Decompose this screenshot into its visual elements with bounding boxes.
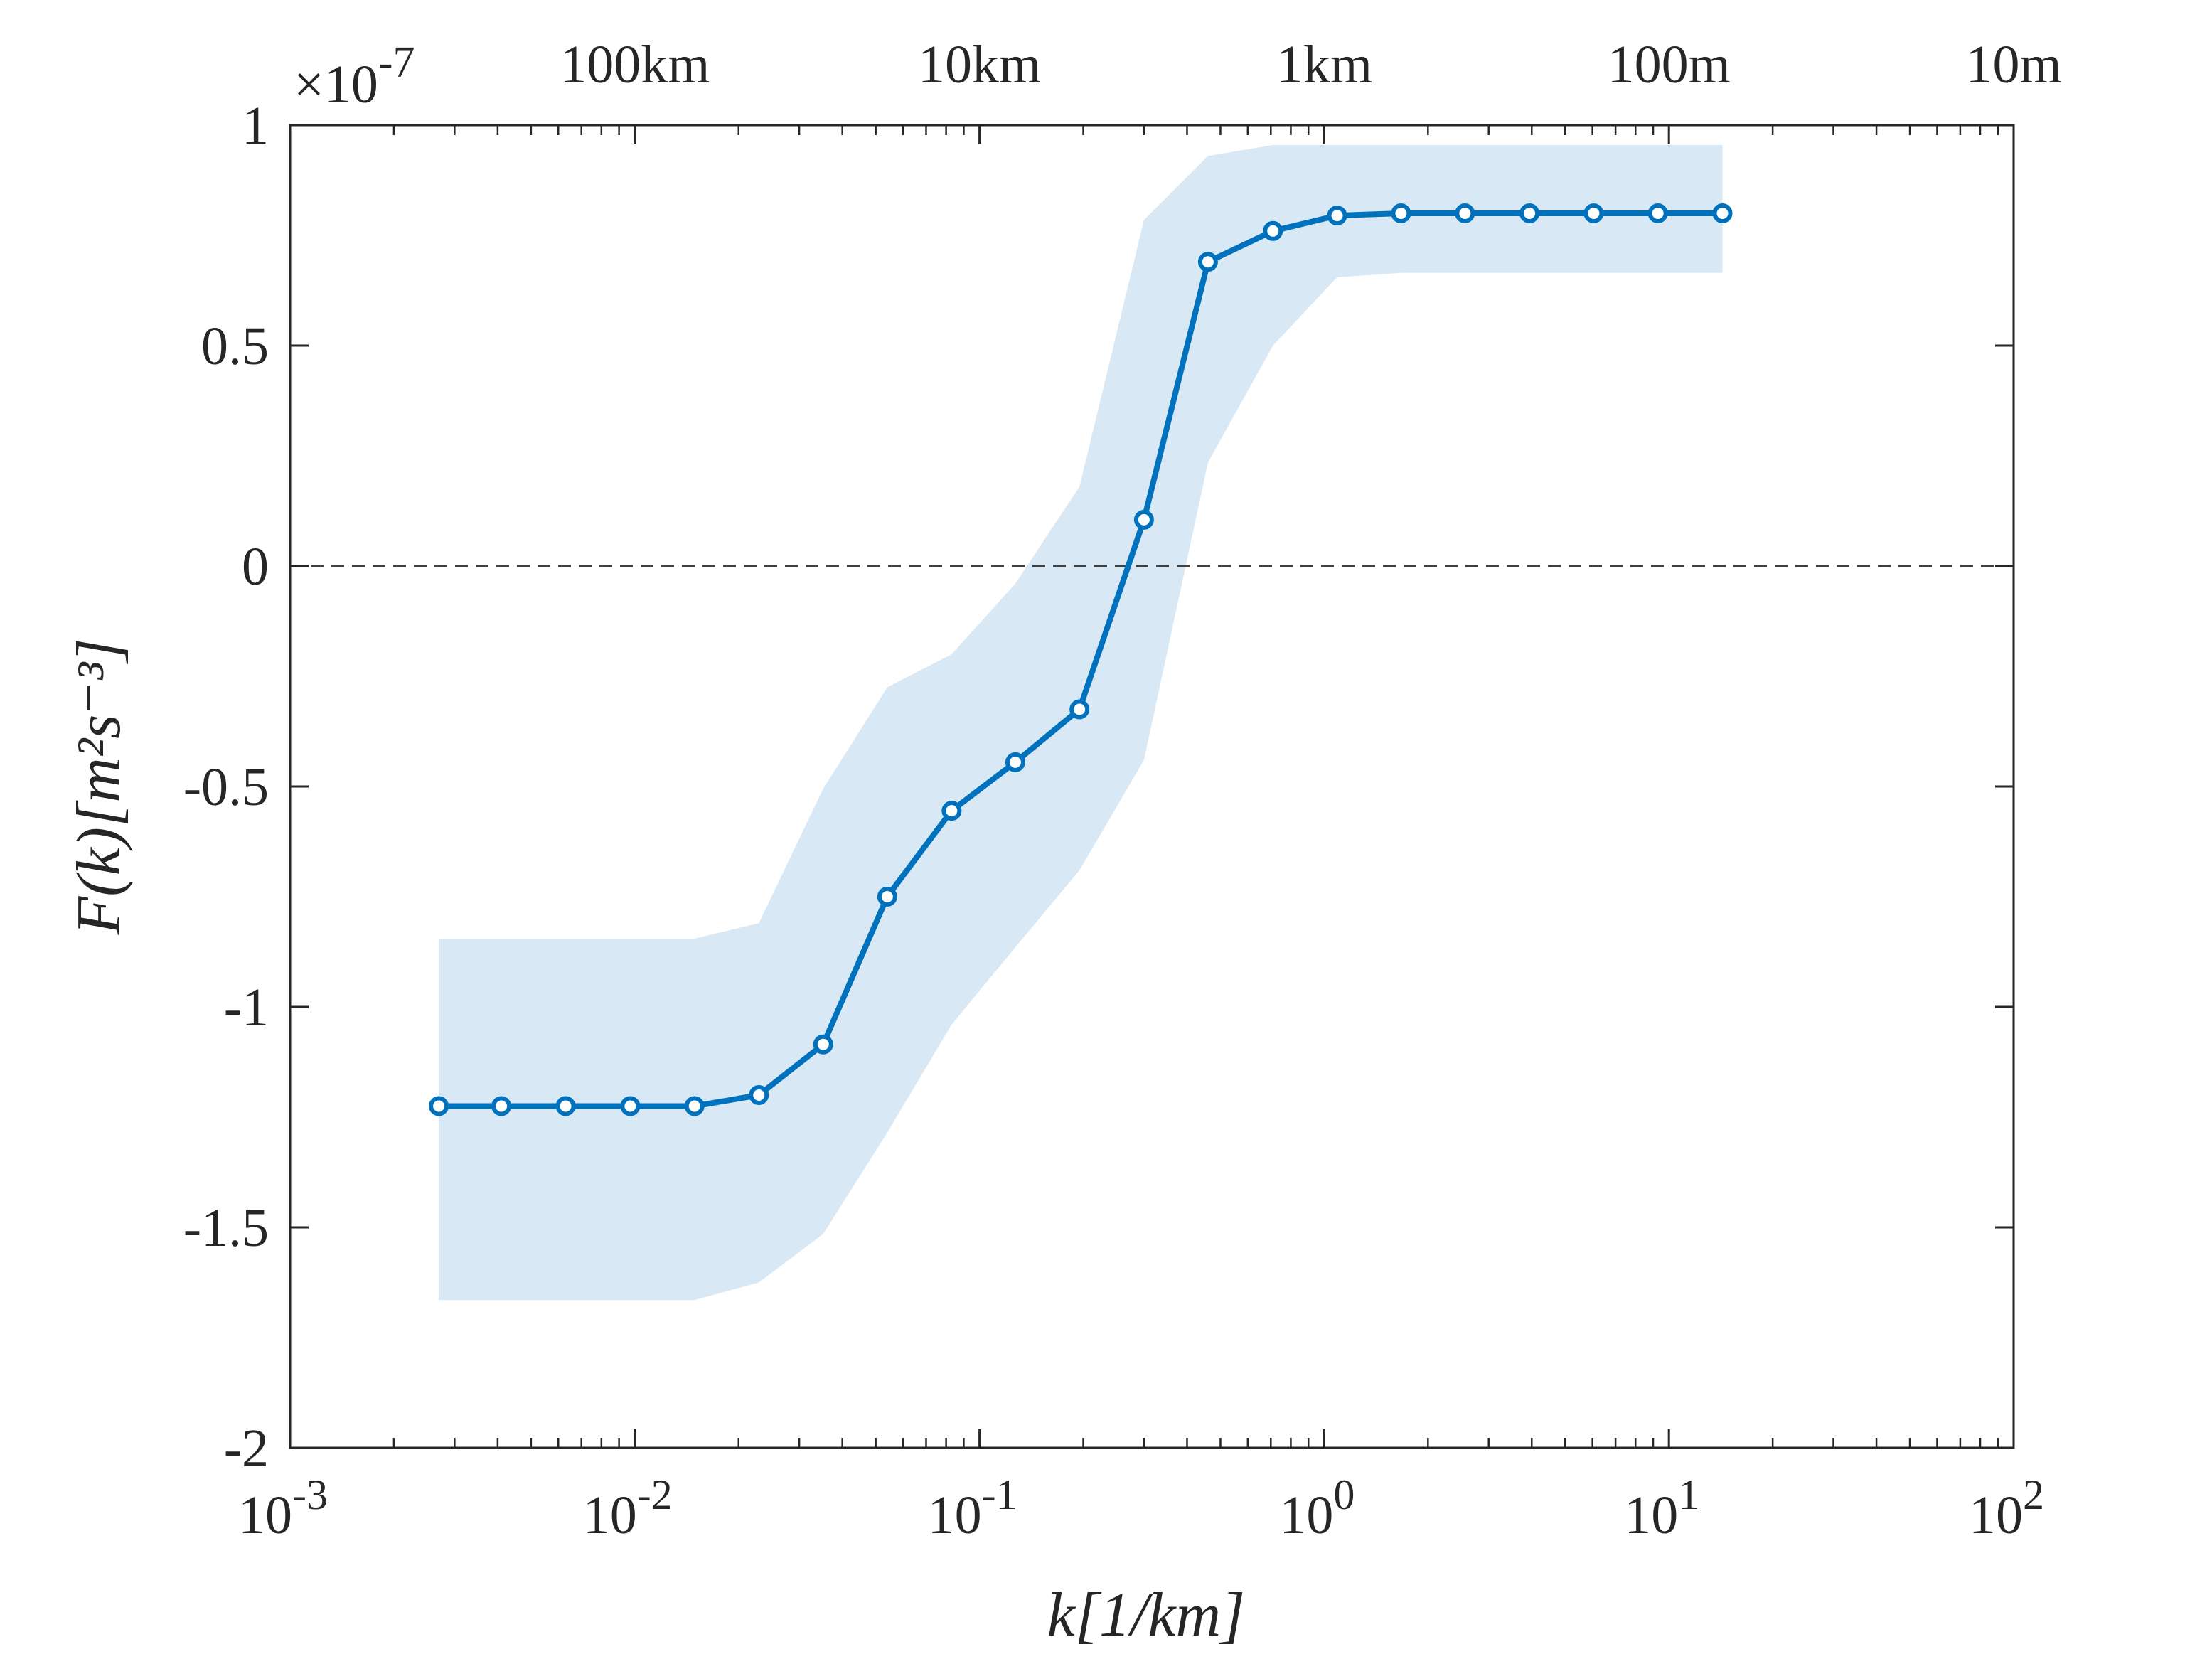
y-tick-label: -2 bbox=[224, 1419, 269, 1478]
data-point bbox=[1712, 203, 1733, 223]
y-tick-label: -1.5 bbox=[183, 1198, 269, 1258]
confidence-band bbox=[439, 144, 1723, 1301]
data-point bbox=[1391, 203, 1411, 223]
y-tick-label: -1 bbox=[224, 978, 269, 1037]
axes bbox=[289, 124, 2015, 1449]
data-point bbox=[684, 1096, 705, 1116]
axis-labels: k[1/km] F(k)[m²s⁻³] 10-3 10-2 10-1 100 101 10… bbox=[65, 35, 2062, 1650]
top-wavelength-label: 100m bbox=[1608, 35, 1731, 95]
data-point bbox=[1647, 203, 1668, 223]
x-tick-label: 10-2 bbox=[583, 1471, 673, 1545]
y-multiplier-label: ×10-7 bbox=[294, 38, 415, 114]
data-point bbox=[1005, 752, 1025, 772]
data-point bbox=[877, 887, 897, 907]
y-axis-title: F(k)[m²s⁻³] bbox=[65, 639, 134, 936]
data-point bbox=[1263, 220, 1283, 241]
data-point bbox=[813, 1034, 833, 1055]
top-wavelength-label: 1km bbox=[1276, 35, 1372, 95]
x-tick-label: 100 bbox=[1279, 1471, 1355, 1545]
data-point bbox=[1327, 206, 1347, 226]
data-point bbox=[1197, 252, 1218, 272]
x-tick-label: 102 bbox=[1969, 1471, 2044, 1545]
y-tick-label: 1 bbox=[242, 96, 269, 156]
data-point bbox=[1133, 509, 1154, 530]
y-tick-label: 0.5 bbox=[201, 316, 269, 376]
data-point bbox=[620, 1096, 641, 1116]
data-point bbox=[1455, 203, 1475, 223]
x-axis-title: k[1/km] bbox=[1047, 1581, 1246, 1650]
top-wavelength-label: 10km bbox=[918, 35, 1041, 95]
data-point bbox=[749, 1085, 769, 1105]
data-point bbox=[491, 1096, 512, 1116]
data-point bbox=[555, 1096, 576, 1116]
y-tick-label: -0.5 bbox=[183, 757, 269, 817]
data-point bbox=[1583, 203, 1604, 223]
data-point bbox=[1519, 203, 1540, 223]
top-wavelength-label: 10m bbox=[1965, 35, 2061, 95]
x-tick-label: 101 bbox=[1624, 1471, 1699, 1545]
data-point bbox=[941, 801, 962, 821]
top-wavelength-label: 100km bbox=[560, 35, 710, 95]
plot-area bbox=[290, 144, 2014, 1301]
y-tick-label: 0 bbox=[242, 537, 269, 597]
x-tick-label: 10-1 bbox=[928, 1471, 1017, 1545]
data-point bbox=[1069, 699, 1090, 720]
data-point bbox=[429, 1096, 449, 1116]
x-tick-label: 10-3 bbox=[238, 1471, 328, 1545]
